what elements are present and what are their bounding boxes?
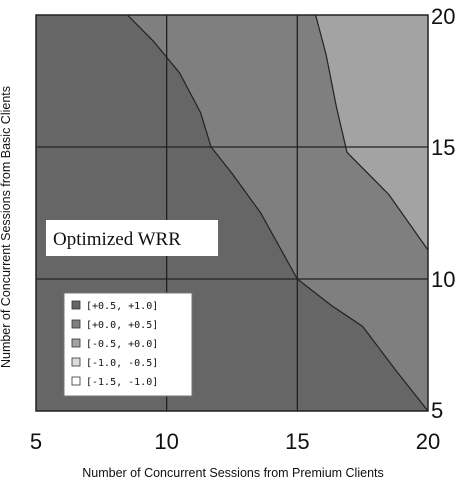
region-level-2 [315,15,428,250]
annotation-box [46,220,218,256]
x-tick-label: 15 [285,429,309,454]
x-tick-label: 10 [154,429,178,454]
legend: [+0.5, +1.0] [+0.0, +0.5] [-0.5, +0.0] [-1.… [63,292,193,397]
legend-label: [-1.0, -0.5] [86,358,158,369]
chart-annotation: Optimized WRR [53,229,181,250]
contour-boundaries [127,15,428,411]
legend-swatch [71,319,81,329]
plot-frame [35,14,429,412]
y-axis-ticks: 5 10 15 20 [431,4,455,423]
legend-label: [-0.5, +0.0] [86,339,158,350]
y-tick-label: 5 [431,398,443,423]
legend-box [63,292,193,397]
y-tick-label: 15 [431,135,455,160]
contour-regions [36,15,428,411]
y-axis-label: Number of Concurrent Sessions from Basic… [0,86,13,368]
legend-swatch [71,338,81,348]
legend-label: [+0.0, +0.5] [86,320,158,331]
legend-swatch [71,300,81,310]
legend-label: [-1.5, -1.0] [86,377,158,388]
legend-swatch [71,376,81,386]
contour-boundary-b2 [315,15,428,251]
y-tick-label: 20 [431,4,455,29]
x-tick-label: 5 [30,429,42,454]
contour-boundary-b1 [127,15,428,411]
x-tick-label: 20 [416,429,440,454]
y-tick-label: 10 [431,267,455,292]
legend-label: [+0.5, +1.0] [86,301,158,312]
x-axis-ticks: 5 10 15 20 [30,429,440,454]
x-axis-label: Number of Concurrent Sessions from Premi… [82,466,384,480]
legend-swatch [71,357,81,367]
